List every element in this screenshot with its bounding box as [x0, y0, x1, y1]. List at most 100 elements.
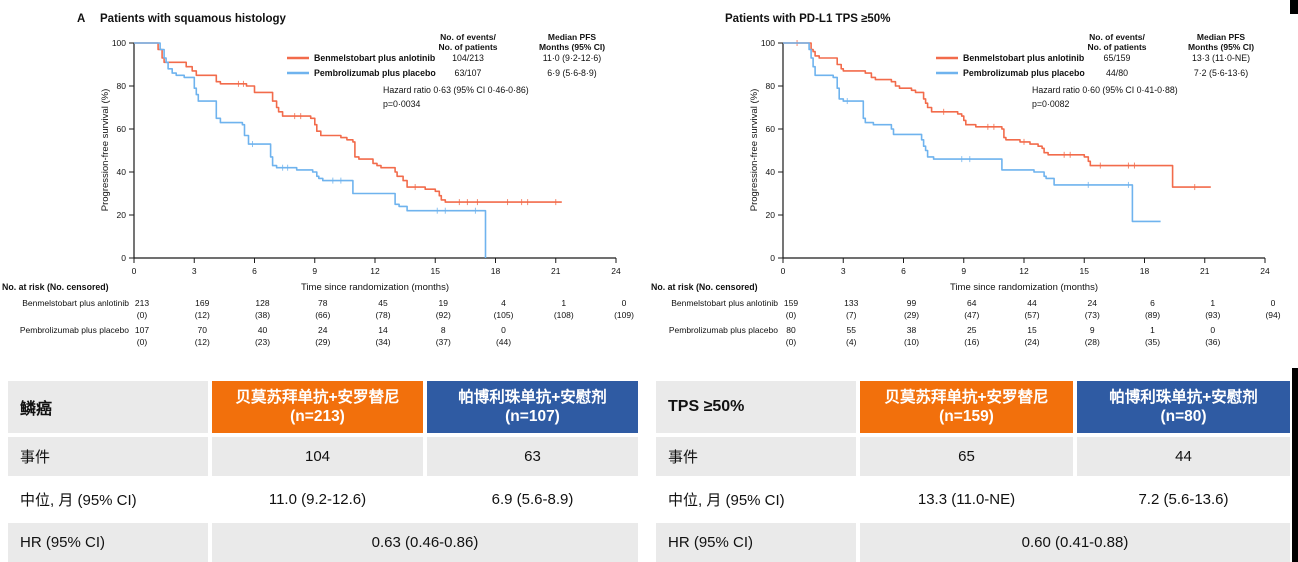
- x-tick-label: 9: [961, 266, 966, 276]
- at-risk-censored: (47): [964, 310, 979, 320]
- at-risk-censored: (34): [375, 337, 390, 347]
- table-corner-label: 鳞癌: [8, 381, 208, 433]
- at-risk-censored: (37): [436, 337, 451, 347]
- at-risk-header: No. at risk (No. censored): [651, 282, 758, 292]
- at-risk-count: 0: [1210, 325, 1215, 335]
- at-risk-censored: (24): [1024, 337, 1039, 347]
- at-risk-header: No. at risk (No. censored): [2, 282, 109, 292]
- at-risk-censored: (10): [904, 337, 919, 347]
- legend-events-value: 44/80: [1106, 68, 1128, 78]
- at-risk-row-label: Benmelstobart plus anlotinib: [22, 298, 129, 308]
- panel-title: Patients with PD-L1 TPS ≥50%: [725, 13, 890, 25]
- at-risk-count: 55: [847, 325, 857, 335]
- x-tick-label: 15: [1080, 266, 1090, 276]
- at-risk-count: 8: [441, 325, 446, 335]
- at-risk-censored: (35): [1145, 337, 1160, 347]
- x-tick-label: 15: [431, 266, 441, 276]
- p-value-text: p=0·0082: [1032, 99, 1070, 109]
- table-column-header: 贝莫苏拜单抗+安罗替尼 (n=159): [860, 381, 1073, 433]
- table-cell-value: 7.2 (5.6-13.6): [1077, 480, 1290, 519]
- at-risk-censored: (29): [904, 310, 919, 320]
- at-risk-censored: (0): [137, 310, 148, 320]
- at-risk-censored: (108): [554, 310, 574, 320]
- at-risk-censored: (0): [137, 337, 148, 347]
- at-risk-count: 4: [501, 298, 506, 308]
- panel-title: Patients with squamous histology: [100, 13, 287, 25]
- x-tick-label: 18: [491, 266, 501, 276]
- column-n: (n=159): [939, 408, 994, 425]
- at-risk-row-label: Pembrolizumab plus placebo: [20, 325, 129, 335]
- y-tick-label: 100: [761, 38, 775, 48]
- at-risk-count: 0: [622, 298, 627, 308]
- at-risk-count: 44: [1027, 298, 1037, 308]
- at-risk-count: 70: [198, 325, 208, 335]
- at-risk-count: 169: [195, 298, 209, 308]
- at-risk-count: 64: [967, 298, 977, 308]
- at-risk-censored: (36): [1205, 337, 1220, 347]
- at-risk-count: 128: [255, 298, 269, 308]
- result-table: 鳞癌 贝莫苏拜单抗+安罗替尼 (n=213) 帕博利珠单抗+安慰剂 (n=107) 事件 1…: [8, 381, 638, 562]
- at-risk-count: 6: [1150, 298, 1155, 308]
- at-risk-censored: (78): [375, 310, 390, 320]
- at-risk-censored: (28): [1085, 337, 1100, 347]
- x-axis-label: Time since randomization (months): [950, 282, 1098, 293]
- table-column-header: 帕博利珠单抗+安慰剂 (n=107): [427, 381, 638, 433]
- y-tick-label: 0: [121, 253, 126, 263]
- summary-table-tps50: TPS ≥50% 贝莫苏拜单抗+安罗替尼 (n=159) 帕博利珠单抗+安慰剂 (n=8…: [656, 381, 1290, 562]
- x-tick-label: 12: [1019, 266, 1029, 276]
- at-risk-count: 24: [1088, 298, 1098, 308]
- legend-events-value: 63/107: [455, 68, 482, 78]
- legend-col-header-events: No. of patients: [438, 42, 497, 52]
- table-cell-value: 65: [860, 437, 1073, 476]
- at-risk-count: 1: [1150, 325, 1155, 335]
- at-risk-count: 159: [784, 298, 798, 308]
- table-row-label: 事件: [8, 437, 208, 476]
- legend-events-value: 104/213: [452, 53, 484, 63]
- x-tick-label: 3: [192, 266, 197, 276]
- legend-median-value: 6·9 (5·6-8·9): [547, 68, 596, 78]
- km-panel-squamous: A Patients with squamous histology 0 20 40 60…: [0, 0, 649, 375]
- at-risk-censored: (105): [494, 310, 514, 320]
- table-row-label: 中位, 月 (95% CI): [656, 480, 856, 519]
- x-tick-label: 0: [132, 266, 137, 276]
- legend-series-name: Benmelstobart plus anlotinib: [314, 53, 436, 63]
- table-row-label: HR (95% CI): [656, 523, 856, 562]
- at-risk-censored: (89): [1145, 310, 1160, 320]
- panel-letter: A: [77, 13, 85, 25]
- table-cell-span: 0.60 (0.41-0.88): [860, 523, 1290, 562]
- at-risk-censored: (57): [1024, 310, 1039, 320]
- y-tick-label: 80: [117, 81, 127, 91]
- at-risk-count: 25: [967, 325, 977, 335]
- table-row-label: 中位, 月 (95% CI): [8, 480, 208, 519]
- legend-col-header-events: No. of patients: [1087, 42, 1146, 52]
- km-curve: [134, 42, 562, 203]
- x-tick-label: 24: [1260, 266, 1270, 276]
- at-risk-count: 107: [135, 325, 149, 335]
- legend-col-header-events: No. of events/: [1089, 32, 1145, 42]
- km-curve: [783, 42, 1211, 188]
- legend-col-header-median: Months (95% CI): [1188, 42, 1254, 52]
- at-risk-censored: (12): [195, 310, 210, 320]
- at-risk-censored: (0): [786, 337, 797, 347]
- screenshot-artifact-top-right: [1290, 0, 1298, 14]
- at-risk-count: 80: [786, 325, 796, 335]
- column-n: (n=107): [505, 408, 560, 425]
- x-tick-label: 24: [611, 266, 621, 276]
- screenshot-artifact-right-bar: [1292, 368, 1298, 562]
- legend-col-header-median: Median PFS: [548, 32, 597, 42]
- at-risk-censored: (94): [1265, 310, 1280, 320]
- km-chart: Patients with PD-L1 TPS ≥50%020406080100…: [651, 13, 1281, 347]
- at-risk-censored: (38): [255, 310, 270, 320]
- at-risk-row-label: Pembrolizumab plus placebo: [669, 325, 778, 335]
- at-risk-count: 1: [561, 298, 566, 308]
- at-risk-count: 0: [501, 325, 506, 335]
- at-risk-count: 9: [1090, 325, 1095, 335]
- y-tick-label: 60: [766, 124, 776, 134]
- at-risk-censored: (44): [496, 337, 511, 347]
- legend-series-name: Benmelstobart plus anlotinib: [963, 53, 1085, 63]
- x-tick-label: 21: [551, 266, 561, 276]
- x-tick-label: 21: [1200, 266, 1210, 276]
- at-risk-censored: (7): [846, 310, 857, 320]
- at-risk-count: 45: [378, 298, 388, 308]
